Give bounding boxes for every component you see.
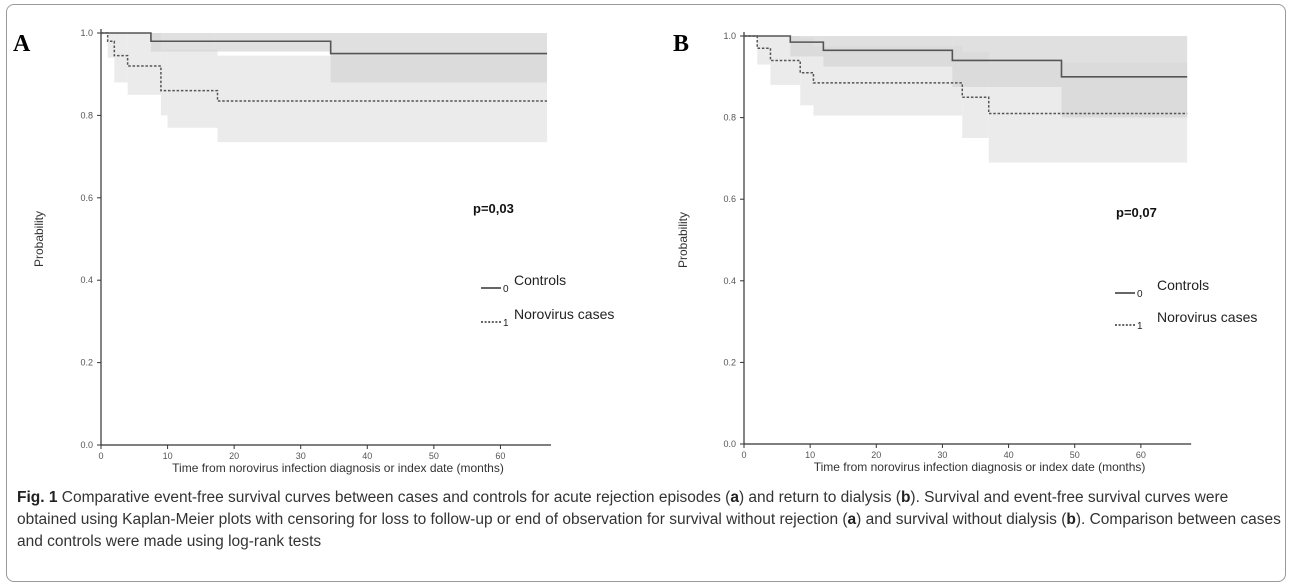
y-tick-label: 0.8 (80, 110, 93, 120)
caption-text-1: Comparative event-free survival curves b… (57, 489, 731, 506)
y-tick-label: 0.4 (80, 275, 93, 285)
y-tick-label: 0.6 (80, 193, 93, 203)
x-tick-label: 20 (871, 450, 881, 460)
series-line-norovirus-cases (101, 32, 548, 102)
panel-letter: B (673, 31, 689, 57)
x-tick-label: 60 (1136, 450, 1146, 460)
ci-band-controls (823, 36, 953, 67)
x-tick-label: 60 (495, 451, 505, 461)
ci-band-cases (114, 33, 128, 83)
figure-caption: Fig. 1 Comparative event-free survival c… (17, 487, 1285, 553)
x-tick-label: 10 (163, 451, 173, 461)
ci-band-cases (160, 49, 168, 116)
legend: 0 Controls 1 Norovirus cases (481, 272, 614, 329)
ci-band-controls (150, 33, 215, 52)
y-tick-label: 0.4 (723, 276, 736, 286)
legend-code-controls: 0 (1137, 289, 1143, 300)
y-tick-label: 0.8 (723, 113, 736, 123)
x-tick-label: 10 (805, 450, 815, 460)
caption-text-2: ) and return to dialysis ( (738, 489, 901, 506)
caption-text-3: ). Survival and event-free survival curv… (17, 489, 1229, 528)
y-tick-label: 1.0 (80, 28, 93, 38)
x-tick-label: 40 (362, 451, 372, 461)
y-axis-title: Probability (32, 211, 46, 267)
legend-code-cases: 1 (1137, 321, 1143, 332)
y-tick-label: 0.2 (80, 358, 93, 368)
x-tick-label: 0 (741, 450, 746, 460)
series-line-controls (744, 35, 1188, 78)
legend: 0 Controls 1 Norovirus cases (1115, 277, 1257, 332)
ci-band-controls (330, 33, 548, 83)
y-tick-label: 0.0 (80, 440, 93, 450)
series-line-controls (101, 32, 548, 55)
legend-code-cases: 1 (503, 318, 509, 329)
x-tick-label: 0 (98, 451, 103, 461)
legend-label-cases: Norovirus cases (514, 306, 614, 322)
x-tick-label: 20 (229, 451, 239, 461)
figure-frame: A 0.0 0.2 0.4 0.6 0.8 1.0 0 10 20 30 40 50 60 Time fro… (6, 4, 1286, 582)
x-axis-title: Time from norovirus infection diagnosis … (814, 460, 1146, 474)
p-value-annotation: p=0,03 (473, 201, 514, 216)
panel-letter: A (13, 31, 31, 57)
ci-band-controls (214, 33, 331, 52)
ci-band-controls (790, 36, 824, 57)
ci-band-cases (107, 33, 115, 58)
legend-code-controls: 0 (503, 284, 509, 295)
x-tick-label: 30 (296, 451, 306, 461)
x-tick-label: 30 (937, 450, 947, 460)
caption-fig-label: Fig. 1 (17, 489, 58, 506)
caption-text-4: ) and survival without dialysis ( (856, 511, 1067, 528)
ci-band-controls (952, 36, 1062, 87)
caption-ref-a: a (730, 489, 739, 506)
caption-text-5: ). Comparison between cases and controls… (17, 511, 1281, 550)
x-axis-title: Time from norovirus infection diagnosis … (172, 461, 504, 475)
legend-label-controls: Controls (514, 272, 566, 288)
x-tick-label: 50 (429, 451, 439, 461)
y-axis-title: Probability (676, 212, 690, 268)
legend-label-controls: Controls (1157, 277, 1209, 293)
p-value-annotation: p=0,07 (1116, 205, 1157, 220)
y-tick-label: 0.0 (723, 439, 736, 449)
x-tick-label: 50 (1070, 450, 1080, 460)
series-line-norovirus-cases (744, 35, 1188, 115)
y-tick-label: 0.2 (723, 357, 736, 367)
caption-ref-b-2: b (1066, 511, 1076, 528)
legend-label-cases: Norovirus cases (1157, 309, 1257, 325)
y-tick-label: 1.0 (723, 31, 736, 41)
x-tick-label: 40 (1004, 450, 1014, 460)
ci-band-cases (167, 49, 218, 128)
ci-band-cases (757, 36, 771, 65)
y-tick-label: 0.6 (723, 194, 736, 204)
caption-ref-a-2: a (847, 511, 857, 528)
caption-ref-b: b (900, 489, 911, 506)
